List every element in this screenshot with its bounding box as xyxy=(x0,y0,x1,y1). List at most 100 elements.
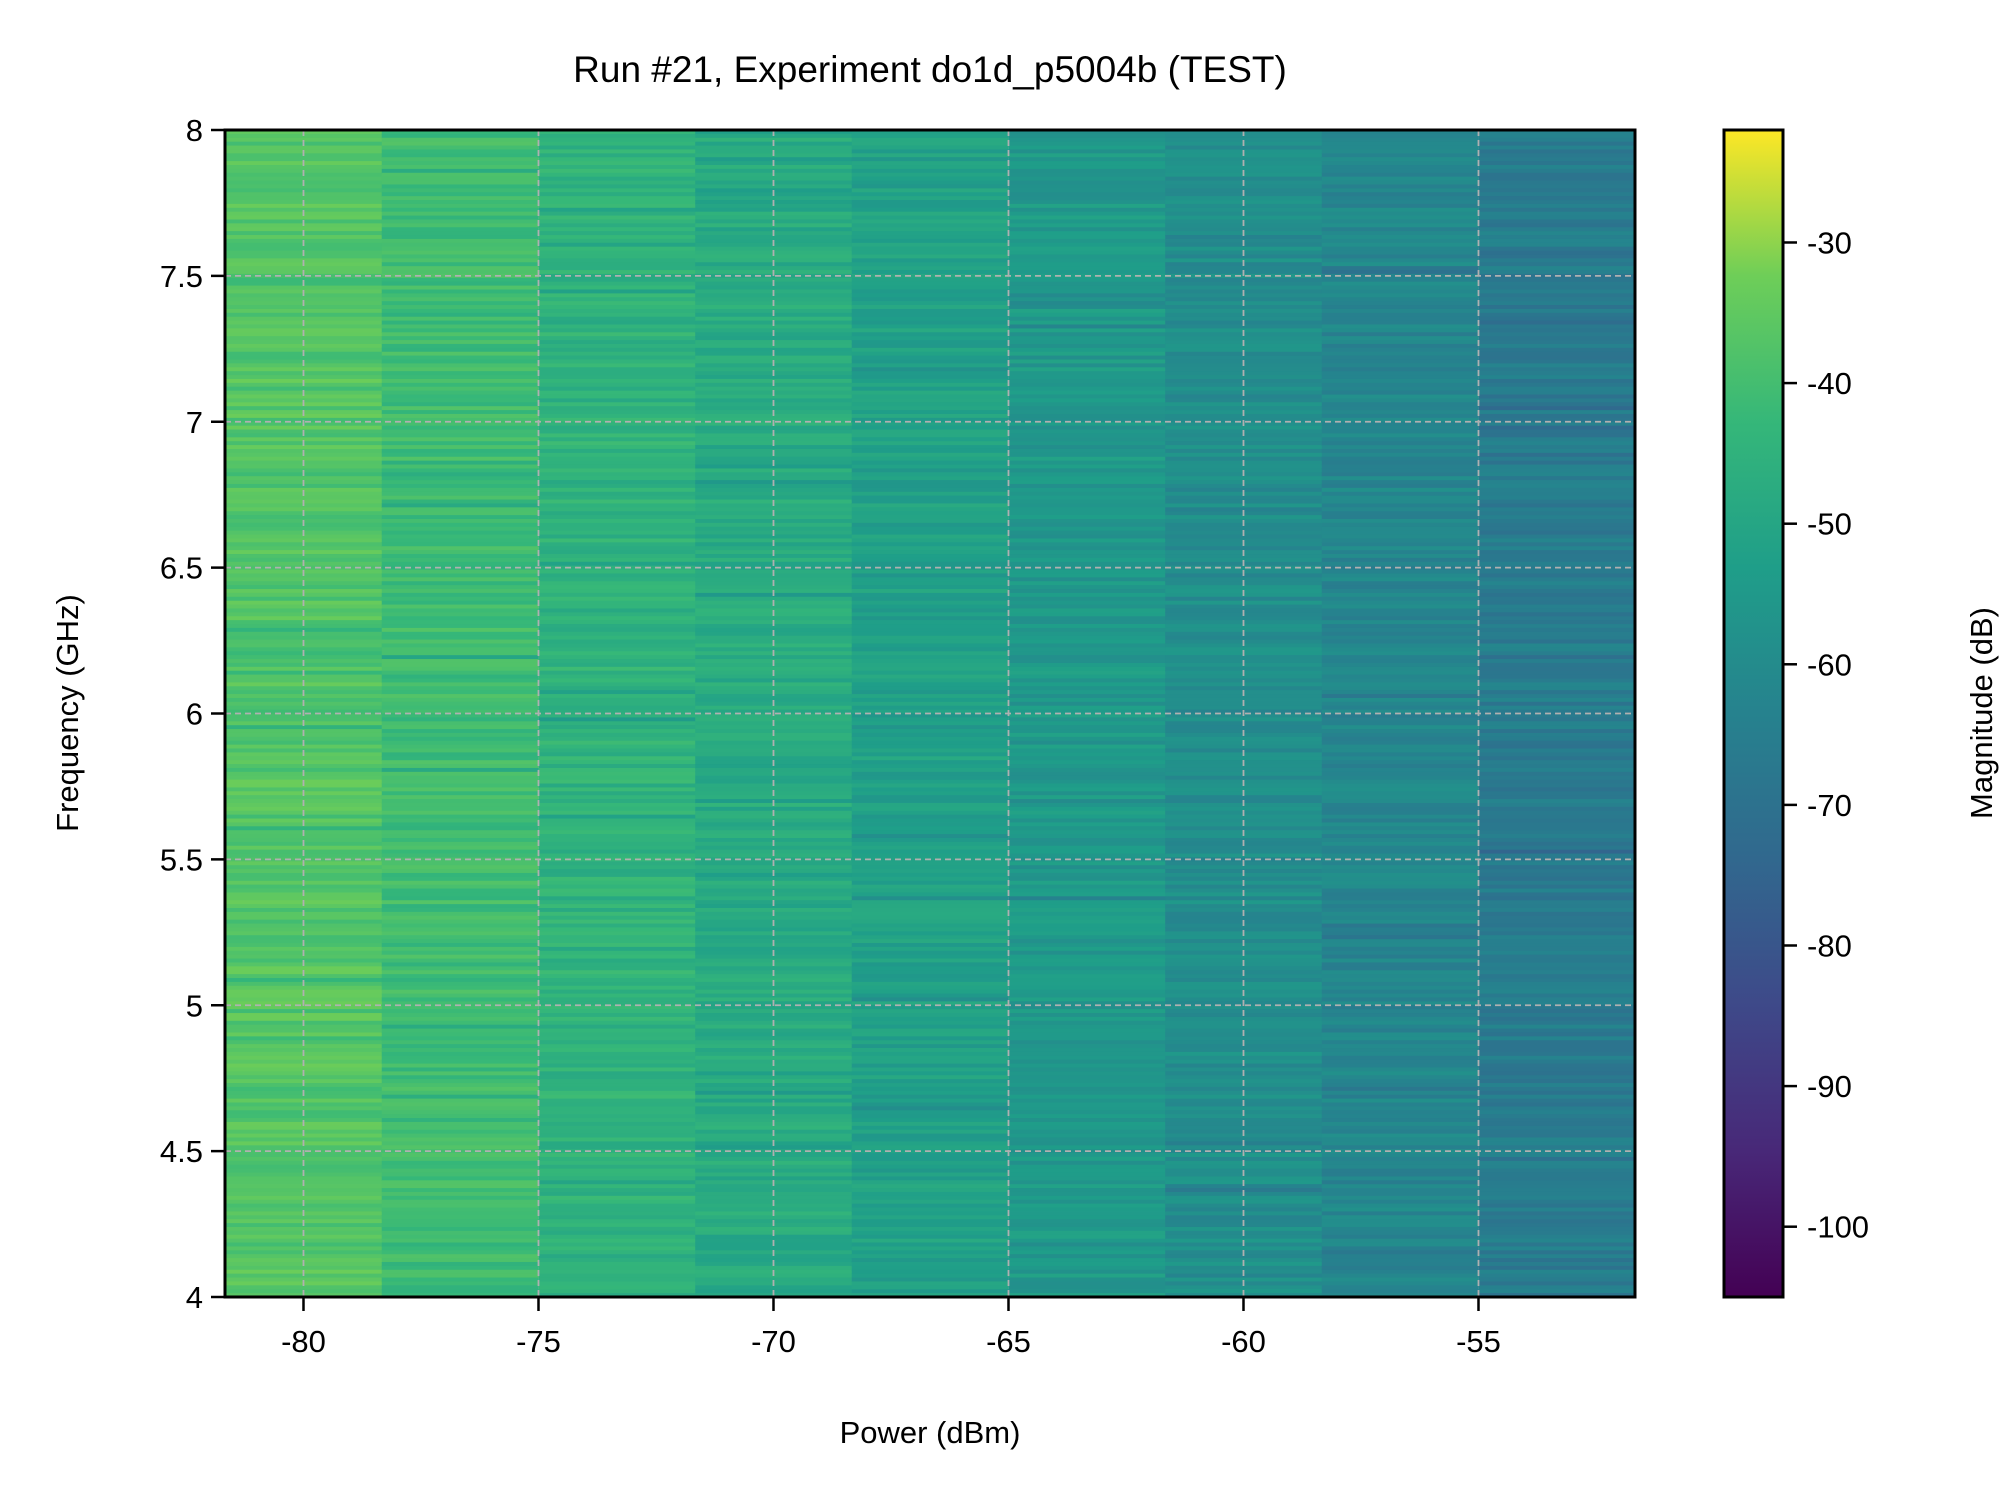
heatmap-cell xyxy=(538,1016,696,1022)
heatmap-cell xyxy=(1478,604,1635,610)
heatmap-cell xyxy=(851,767,1009,773)
heatmap-cell xyxy=(851,1125,1009,1131)
heatmap-cell xyxy=(381,631,539,637)
heatmap-cell xyxy=(851,1269,1009,1275)
heatmap-cell xyxy=(851,853,1009,859)
heatmap-cell xyxy=(1165,495,1323,501)
heatmap-cell xyxy=(538,328,696,333)
heatmap-cell xyxy=(1478,1199,1635,1205)
heatmap-cell xyxy=(851,635,1009,641)
heatmap-cell xyxy=(695,133,853,139)
heatmap-cell xyxy=(851,200,1009,205)
heatmap-cell xyxy=(1165,324,1323,329)
heatmap-cell xyxy=(1008,701,1166,707)
heatmap-cell xyxy=(1321,534,1479,540)
heatmap-cell xyxy=(538,250,696,256)
heatmap-cell xyxy=(381,729,539,734)
heatmap-cell xyxy=(1321,744,1479,750)
heatmap-cell xyxy=(851,573,1009,578)
heatmap-cell xyxy=(1478,585,1635,590)
heatmap-cell xyxy=(851,678,1009,683)
heatmap-cell xyxy=(381,534,539,540)
heatmap-cell xyxy=(538,678,696,683)
heatmap-cell xyxy=(1321,266,1479,271)
heatmap-cell xyxy=(1165,604,1323,610)
heatmap-cell xyxy=(851,732,1009,738)
heatmap-cell xyxy=(538,732,696,738)
heatmap-cell xyxy=(1165,1055,1323,1061)
heatmap-cell xyxy=(381,1145,539,1150)
heatmap-cell xyxy=(1008,756,1166,761)
heatmap-cell xyxy=(381,908,539,913)
heatmap-cell xyxy=(538,410,696,415)
heatmap-cell xyxy=(851,577,1009,582)
heatmap-cell xyxy=(381,503,539,508)
heatmap-cell xyxy=(225,476,383,481)
heatmap-cell xyxy=(1008,161,1166,166)
heatmap-cell xyxy=(538,538,696,543)
heatmap-cell xyxy=(851,1234,1009,1240)
heatmap-cell xyxy=(225,1164,383,1170)
heatmap-cell xyxy=(1321,869,1479,874)
heatmap-cell xyxy=(1478,472,1635,477)
heatmap-cell xyxy=(538,620,696,625)
heatmap-cell xyxy=(695,577,853,582)
heatmap-cell xyxy=(851,1265,1009,1271)
heatmap-cell xyxy=(1478,1086,1635,1092)
heatmap-cell xyxy=(695,145,853,151)
heatmap-cell xyxy=(381,760,539,765)
heatmap-cell xyxy=(1478,923,1635,929)
heatmap-cell xyxy=(851,460,1009,466)
heatmap-cell xyxy=(538,911,696,917)
heatmap-cell xyxy=(1008,1009,1166,1014)
heatmap-cell xyxy=(538,382,696,388)
heatmap-cell xyxy=(1321,1063,1479,1069)
heatmap-cell xyxy=(225,655,383,660)
heatmap-cell xyxy=(381,130,539,135)
heatmap-cell xyxy=(538,161,696,166)
heatmap-cell xyxy=(538,978,696,983)
heatmap-cell xyxy=(1008,752,1166,757)
heatmap-cell xyxy=(851,869,1009,874)
heatmap-cell xyxy=(1008,328,1166,333)
heatmap-cell xyxy=(1478,974,1635,979)
heatmap-cell xyxy=(851,270,1009,275)
heatmap-cell xyxy=(1321,219,1479,224)
heatmap-cell xyxy=(1321,709,1479,715)
heatmap-cell xyxy=(1008,503,1166,508)
heatmap-cell xyxy=(381,231,539,236)
heatmap-cell xyxy=(538,826,696,831)
heatmap-cell xyxy=(851,581,1009,586)
heatmap-cell xyxy=(1321,227,1479,232)
heatmap-cell xyxy=(851,1289,1009,1294)
heatmap-cell xyxy=(1008,651,1166,656)
heatmap-cell xyxy=(851,503,1009,508)
heatmap-cell xyxy=(538,639,696,645)
heatmap-cell xyxy=(538,592,696,598)
heatmap-cell xyxy=(1321,452,1479,458)
heatmap-cell xyxy=(381,814,539,820)
heatmap-cell xyxy=(1321,1285,1479,1290)
heatmap-cell xyxy=(1008,1145,1166,1150)
heatmap-cell xyxy=(851,993,1009,999)
heatmap-cell xyxy=(1008,1094,1166,1100)
heatmap-cell xyxy=(1321,1059,1479,1065)
heatmap-cell xyxy=(1165,806,1323,812)
heatmap-cell xyxy=(538,312,696,318)
heatmap-cell xyxy=(851,775,1009,781)
heatmap-cell xyxy=(1321,662,1479,668)
heatmap-cell xyxy=(1478,1071,1635,1076)
heatmap-cell xyxy=(695,273,853,279)
heatmap-cell xyxy=(381,522,539,528)
heatmap-cell xyxy=(538,954,696,960)
heatmap-cell xyxy=(1321,207,1479,213)
heatmap-cell xyxy=(1478,1281,1635,1286)
heatmap-cell xyxy=(1478,410,1635,415)
heatmap-cell xyxy=(381,974,539,979)
heatmap-cell xyxy=(1478,1215,1635,1220)
heatmap-cell xyxy=(538,351,696,357)
heatmap-cell xyxy=(1008,515,1166,520)
heatmap-cell xyxy=(695,534,853,540)
heatmap-cell xyxy=(1008,1059,1166,1065)
heatmap-cell xyxy=(381,145,539,151)
